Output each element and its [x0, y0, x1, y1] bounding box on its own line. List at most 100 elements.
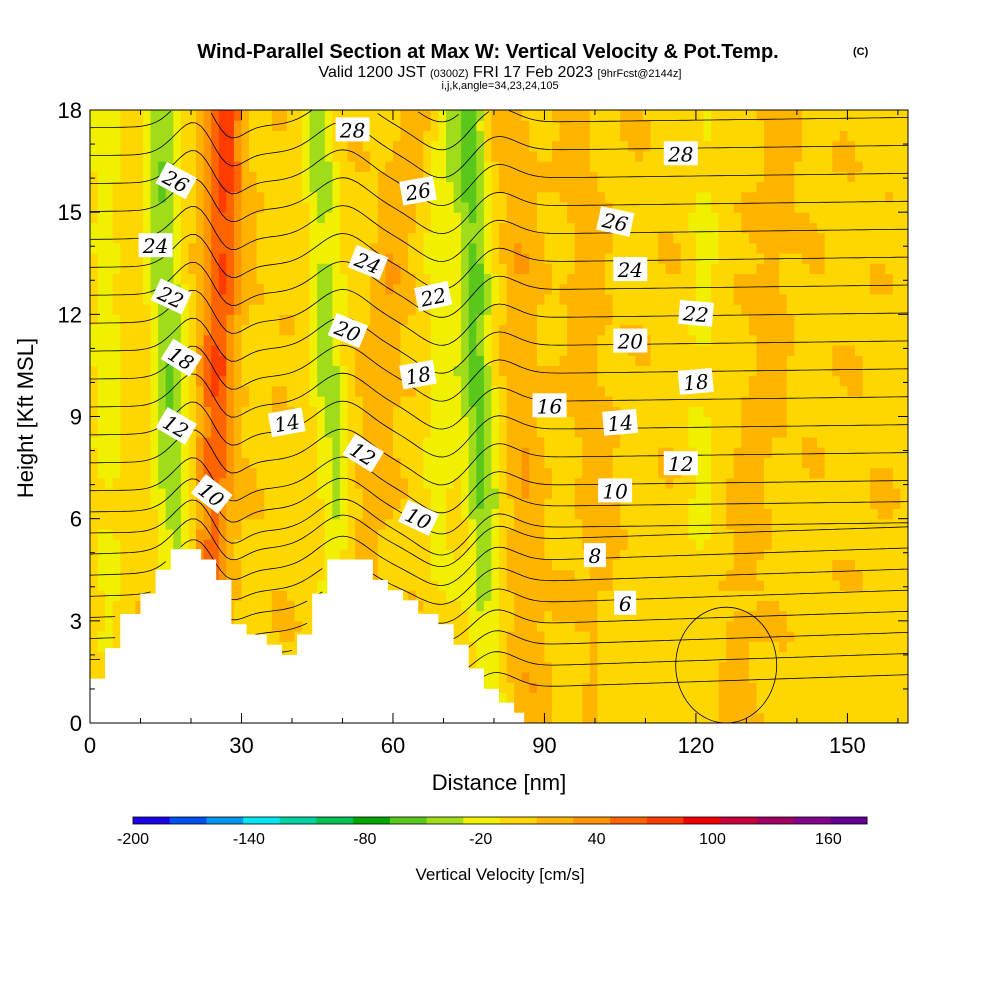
- field-cell: [385, 232, 394, 244]
- field-cell: [468, 620, 477, 632]
- field-cell: [317, 334, 326, 346]
- field-cell: [180, 232, 190, 244]
- field-cell: [415, 528, 424, 540]
- field-cell: [317, 528, 326, 540]
- field-cell: [574, 242, 583, 254]
- field-cell: [415, 314, 424, 326]
- field-cell: [703, 283, 712, 295]
- field-cell: [120, 447, 129, 458]
- field-cell: [499, 212, 508, 223]
- field-cell: [362, 242, 371, 254]
- field-cell: [605, 120, 614, 131]
- field-cell: [90, 181, 99, 193]
- field-cell: [627, 651, 636, 663]
- field-cell: [180, 150, 190, 162]
- field-cell: [589, 682, 599, 693]
- field-cell: [377, 569, 386, 581]
- field-cell: [589, 355, 599, 366]
- field-cell: [703, 457, 712, 469]
- field-cell: [385, 324, 394, 336]
- field-cell: [150, 375, 159, 387]
- field-cell: [499, 467, 508, 479]
- field-cell: [650, 130, 659, 142]
- field-cell: [309, 375, 318, 387]
- field-cell: [544, 436, 553, 448]
- field-cell: [188, 263, 197, 274]
- field-cell: [536, 467, 546, 479]
- field-cell: [658, 222, 667, 234]
- field-cell: [650, 396, 659, 407]
- field-cell: [559, 161, 568, 172]
- field-cell: [453, 569, 462, 581]
- field-cell: [612, 191, 621, 203]
- field-cell: [688, 201, 697, 213]
- field-cell: [499, 150, 508, 162]
- field-cell: [196, 191, 205, 203]
- field-cell: [180, 488, 190, 499]
- field-cell: [688, 406, 697, 418]
- field-cell: [483, 477, 493, 489]
- field-cell: [506, 467, 515, 479]
- field-cell: [362, 334, 371, 346]
- field-cell: [491, 171, 500, 183]
- field-cell: [408, 120, 417, 131]
- field-cell: [173, 212, 182, 223]
- field-cell: [620, 702, 629, 714]
- field-cell: [377, 304, 386, 315]
- field-cell: [582, 130, 591, 142]
- field-cell: [635, 416, 644, 428]
- field-cell: [461, 539, 470, 550]
- field-cell: [302, 171, 311, 183]
- field-cell: [703, 580, 712, 591]
- field-cell: [589, 671, 599, 683]
- field-cell: [658, 253, 667, 264]
- field-cell: [499, 110, 508, 121]
- field-cell: [218, 396, 227, 407]
- field-cell: [499, 120, 508, 131]
- field-cell: [567, 498, 576, 509]
- field-cell: [415, 201, 424, 213]
- field-cell: [711, 620, 720, 632]
- field-cell: [665, 569, 674, 581]
- field-cell: [355, 406, 364, 418]
- field-cell: [506, 518, 515, 530]
- field-cell: [544, 181, 553, 193]
- field-cell: [143, 528, 152, 540]
- field-cell: [453, 304, 462, 315]
- field-cell: [112, 242, 121, 254]
- field-cell: [393, 355, 402, 366]
- field-cell: [150, 559, 159, 571]
- field-cell: [97, 253, 106, 264]
- field-cell: [650, 365, 659, 377]
- field-cell: [211, 212, 220, 223]
- field-cell: [120, 426, 129, 438]
- field-cell: [324, 436, 333, 448]
- field-cell: [688, 345, 697, 356]
- field-cell: [105, 467, 114, 479]
- field-cell: [165, 324, 174, 336]
- field-cell: [589, 702, 599, 714]
- field-cell: [196, 130, 205, 142]
- field-cell: [642, 539, 652, 550]
- field-cell: [279, 580, 288, 591]
- field-cell: [529, 457, 538, 469]
- field-cell: [188, 161, 197, 172]
- field-cell: [211, 447, 220, 458]
- field-cell: [529, 518, 538, 530]
- field-cell: [400, 283, 409, 295]
- field-cell: [711, 222, 720, 234]
- field-cell: [385, 273, 394, 285]
- field-cell: [665, 130, 674, 142]
- field-cell: [302, 477, 311, 489]
- field-cell: [468, 201, 477, 213]
- field-cell: [438, 120, 447, 131]
- field-cell: [514, 273, 523, 285]
- field-cell: [143, 150, 152, 162]
- field-cell: [642, 201, 652, 213]
- field-cell: [249, 150, 258, 162]
- field-cell: [112, 508, 121, 520]
- field-cell: [294, 549, 303, 561]
- field-cell: [468, 610, 477, 622]
- field-cell: [408, 426, 417, 438]
- field-cell: [256, 181, 265, 193]
